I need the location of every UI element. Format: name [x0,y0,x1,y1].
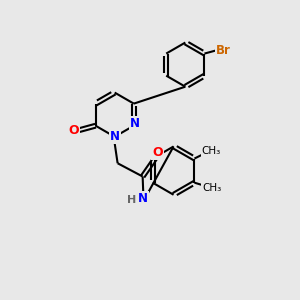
Text: CH₃: CH₃ [202,183,221,193]
Text: N: N [138,192,148,205]
Text: N: N [130,117,140,130]
Text: O: O [69,124,80,136]
Text: CH₃: CH₃ [201,146,220,156]
Text: H: H [127,195,136,205]
Text: O: O [152,146,163,159]
Text: N: N [110,130,120,143]
Text: Br: Br [216,44,230,57]
